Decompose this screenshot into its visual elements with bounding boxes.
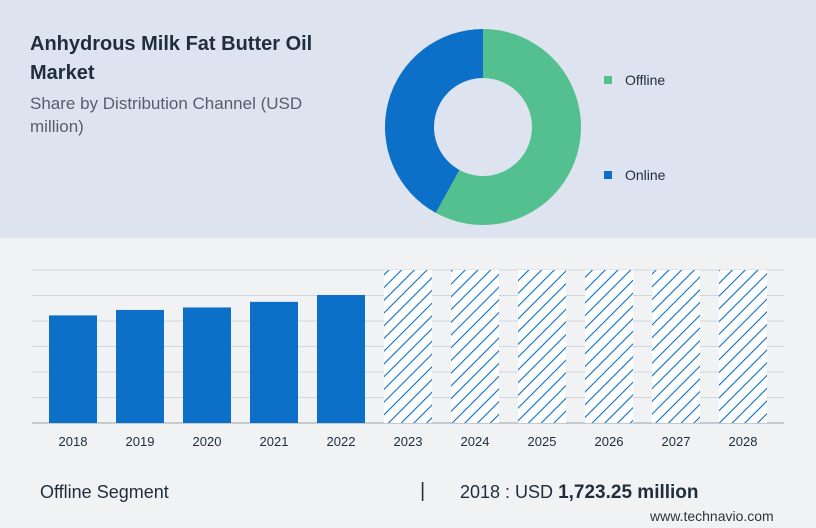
bar-2022	[317, 294, 365, 423]
bar-2025	[518, 270, 566, 423]
legend-item-offline: Offline	[604, 70, 784, 90]
x-tick-label: 2028	[729, 434, 758, 449]
legend-swatch-online	[604, 171, 612, 179]
donut-slice-offline	[435, 29, 581, 225]
chart-subtitle: Share by Distribution Channel (USD milli…	[30, 94, 303, 136]
bar-2020	[183, 307, 231, 423]
bar-2024	[451, 270, 499, 423]
x-tick-label: 2025	[528, 434, 557, 449]
donut-chart	[385, 29, 581, 225]
segment-value-amount: 1,723.25 million	[558, 482, 699, 503]
x-tick-label: 2021	[260, 434, 289, 449]
brand-link[interactable]: www.technavio.com	[650, 508, 774, 524]
legend-label-online: Online	[625, 167, 666, 183]
legend-item-online: Online	[604, 165, 784, 185]
bar-chart: 2018 2019 2020 2021 2022 2023 2024 2025 2026 2027…	[32, 269, 784, 449]
bar-2019	[116, 309, 164, 423]
segment-label: Offline Segment	[40, 482, 169, 502]
bar-2026	[585, 270, 633, 423]
x-tick-label: 2027	[662, 434, 691, 449]
x-tick-label: 2026	[595, 434, 624, 449]
x-tick-label: 2023	[394, 434, 423, 449]
bar-chart-panel: 2018 2019 2020 2021 2022 2023 2024 2025 2026 2027…	[0, 238, 816, 456]
x-tick-label: 2024	[461, 434, 490, 449]
legend-swatch-offline	[604, 76, 612, 84]
x-tick-label: 2019	[126, 434, 155, 449]
summary-panel: Anhydrous Milk Fat Butter Oil Market Sha…	[0, 0, 816, 238]
segment-year-label: 2018 : USD	[460, 482, 559, 502]
bar-2018	[49, 315, 97, 423]
bar-2021	[250, 301, 298, 423]
donut-slice-online	[385, 29, 483, 213]
x-tick-label: 2020	[193, 434, 222, 449]
footer-separator: |	[420, 480, 426, 502]
bar-2023	[384, 270, 432, 423]
x-tick-label: 2018	[59, 434, 88, 449]
legend-label-offline: Offline	[625, 72, 666, 88]
bar-2028	[719, 270, 767, 423]
chart-title: Anhydrous Milk Fat Butter Oil Market	[30, 33, 313, 84]
footer: Offline Segment | 2018 : USD 1,723.25 mi…	[0, 466, 816, 528]
segment-value: 2018 : USD 1,723.25 million	[460, 482, 699, 504]
x-tick-label: 2022	[327, 434, 356, 449]
bar-2027	[652, 270, 700, 423]
